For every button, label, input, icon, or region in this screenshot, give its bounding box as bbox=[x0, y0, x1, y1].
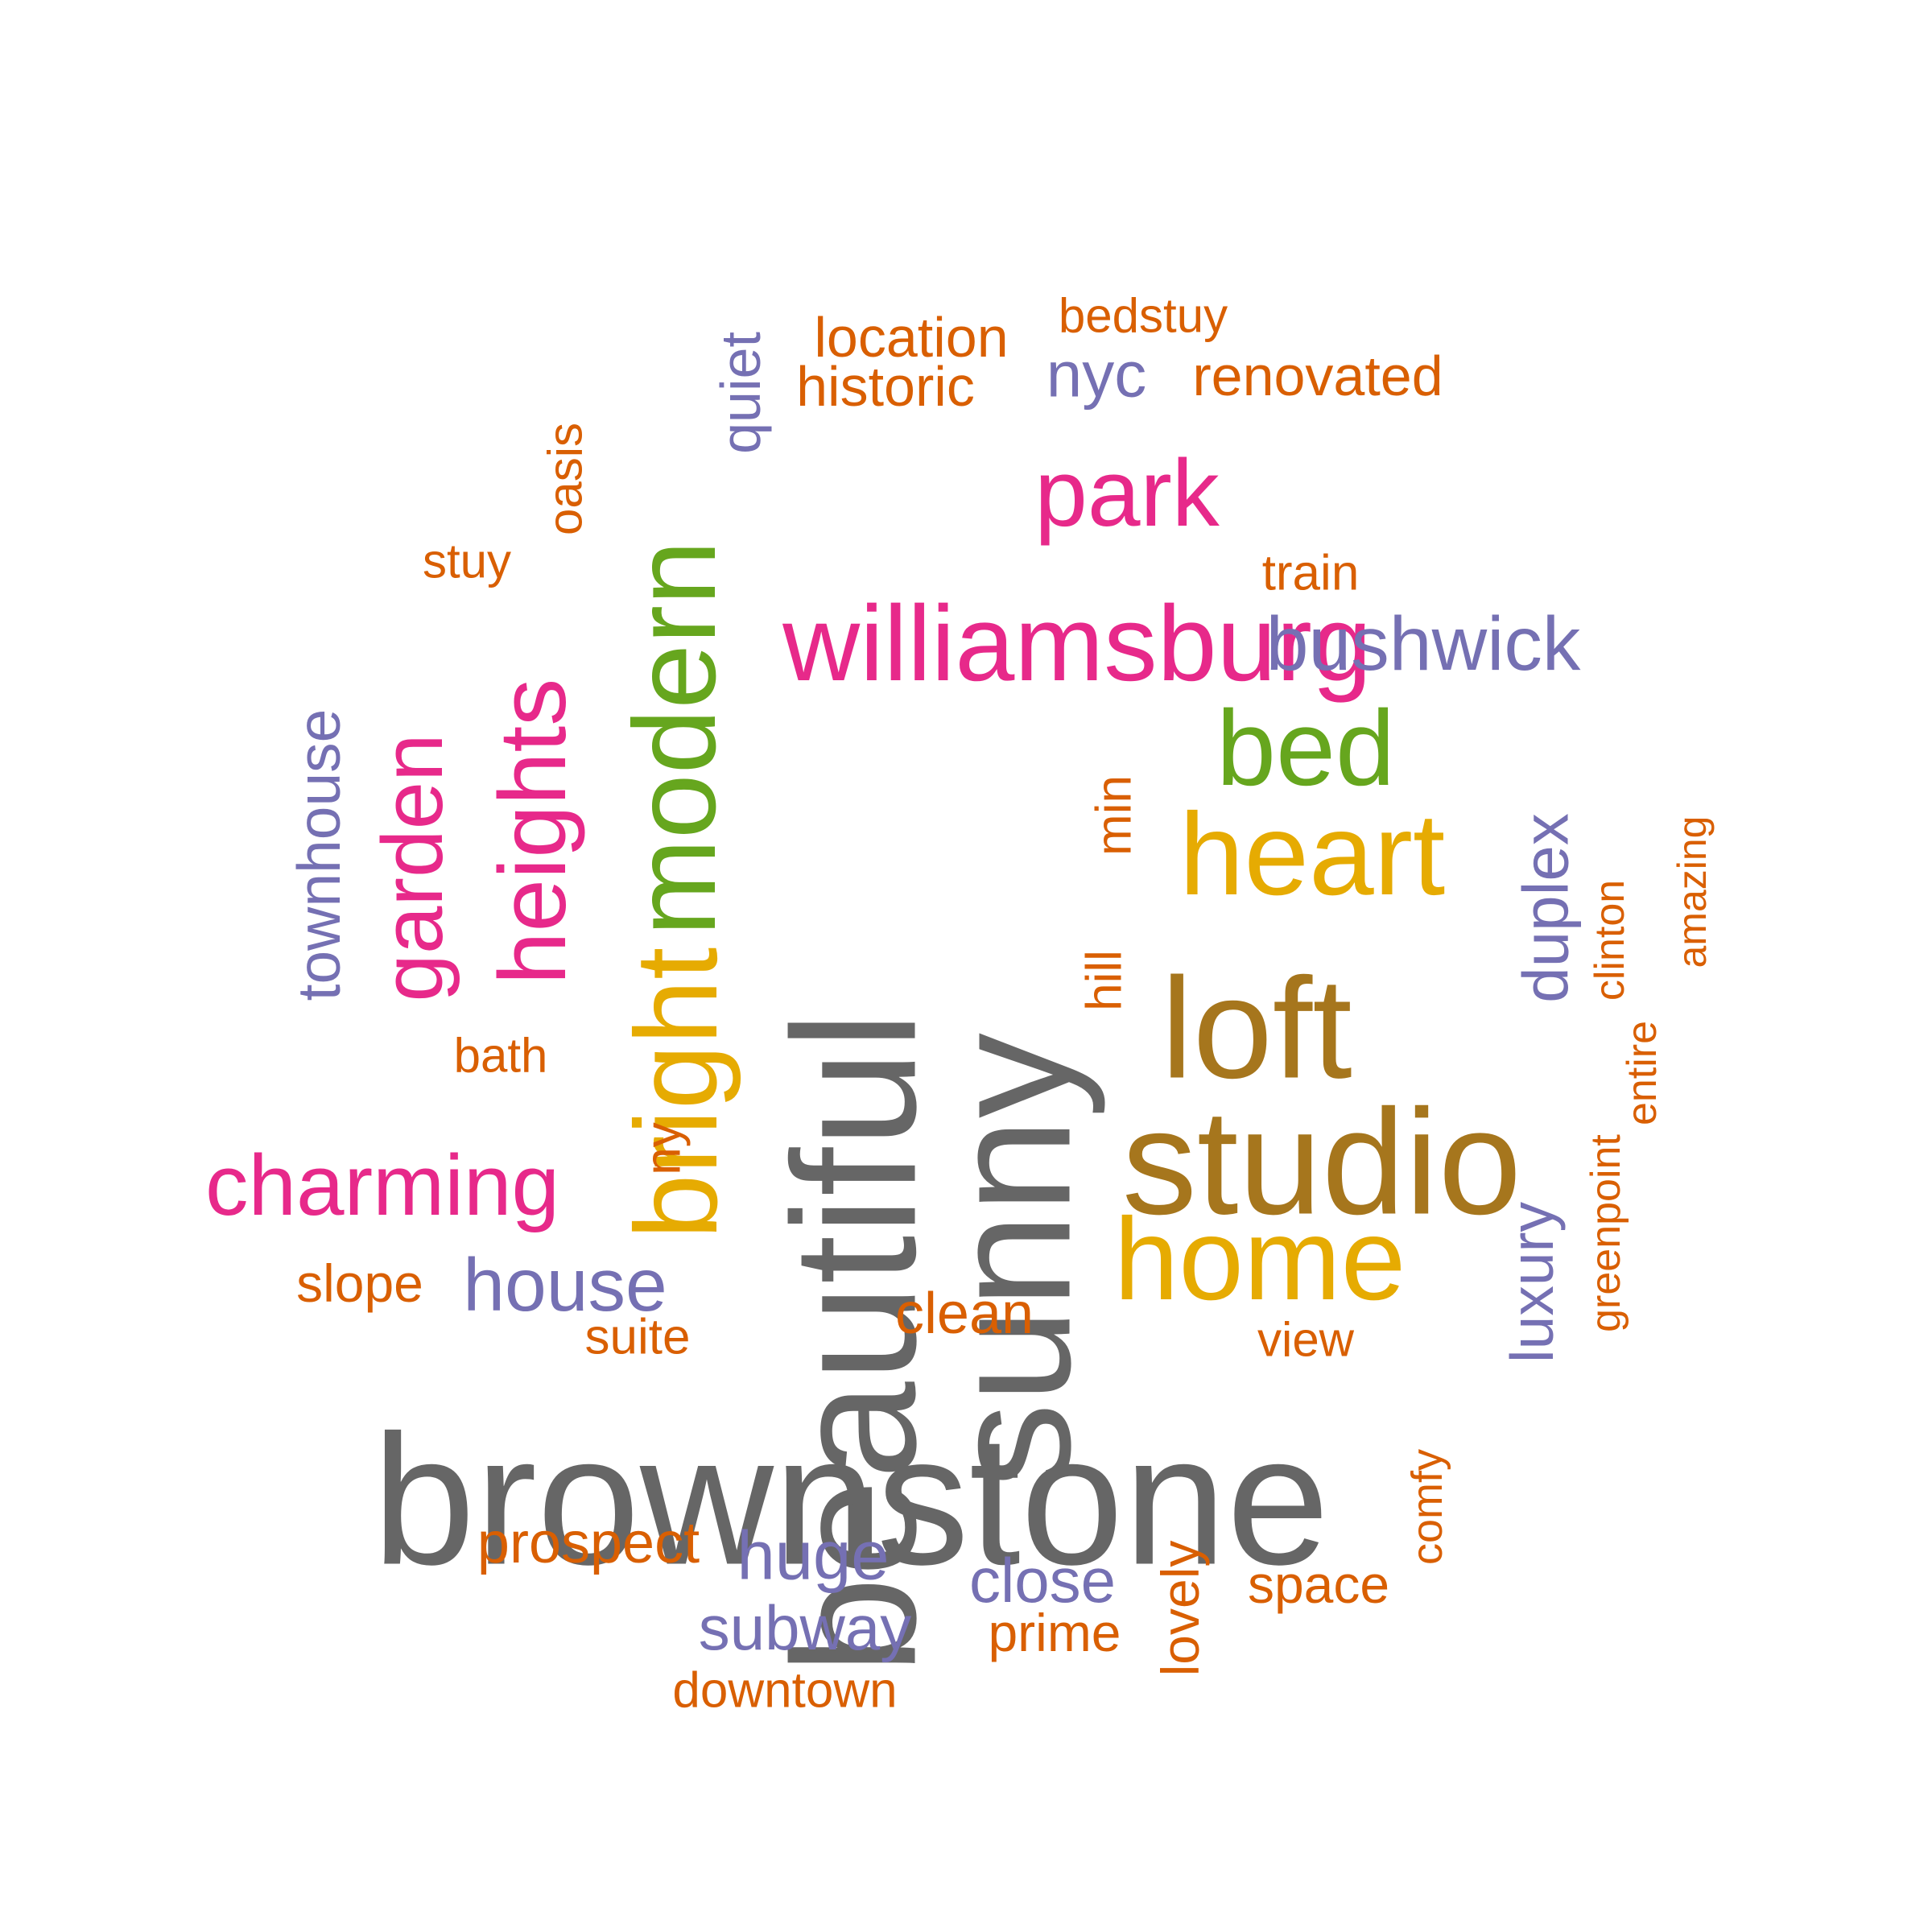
word-space: space bbox=[1248, 1554, 1389, 1614]
word-luxury: luxury bbox=[1498, 1201, 1566, 1363]
word-bedstuy: bedstuy bbox=[1059, 289, 1228, 343]
word-clinton: clinton bbox=[1587, 880, 1633, 1001]
word-view: view bbox=[1257, 1313, 1355, 1367]
word-entire: entire bbox=[1619, 1021, 1666, 1125]
word-stuy: stuy bbox=[423, 535, 511, 588]
word-downtown: downtown bbox=[672, 1663, 897, 1719]
word-train: train bbox=[1262, 546, 1360, 601]
word-close: close bbox=[969, 1545, 1116, 1616]
word-williamsburg: williamsburg bbox=[782, 584, 1372, 704]
word-heights: heights bbox=[480, 679, 586, 985]
word-prime: prime bbox=[988, 1603, 1121, 1662]
word-brownstone: brownstone bbox=[372, 1397, 1329, 1604]
word-studio: studio bbox=[1122, 1080, 1521, 1246]
word-huge: huge bbox=[737, 1518, 889, 1595]
word-ny: ny bbox=[636, 1122, 691, 1174]
word-bright: bright bbox=[611, 947, 741, 1240]
word-greenpoint: greenpoint bbox=[1583, 1134, 1629, 1332]
word-quiet: quiet bbox=[709, 332, 772, 454]
word-loft: loft bbox=[1161, 948, 1352, 1108]
word-min: min bbox=[1087, 775, 1142, 856]
word-home: home bbox=[1114, 1194, 1406, 1324]
word-bath: bath bbox=[454, 1029, 548, 1083]
word-sunny: sunny bbox=[915, 1033, 1106, 1488]
word-duplex: duplex bbox=[1510, 813, 1582, 1003]
word-subway: subway bbox=[699, 1592, 911, 1663]
word-house: house bbox=[463, 1243, 667, 1327]
word-clean: clean bbox=[895, 1282, 1034, 1346]
word-amazing: amazing bbox=[1670, 816, 1715, 968]
word-park: park bbox=[1034, 440, 1220, 547]
word-charming: charming bbox=[205, 1137, 559, 1233]
word-slope: slope bbox=[296, 1253, 423, 1313]
word-heart: heart bbox=[1179, 789, 1446, 919]
word-townhouse: townhouse bbox=[285, 709, 353, 1001]
word-garden: garden bbox=[364, 733, 460, 1001]
word-lovely: lovely bbox=[1150, 1541, 1210, 1677]
word-renovated: renovated bbox=[1192, 345, 1443, 407]
word-historic: historic bbox=[796, 355, 975, 418]
word-modern: modern bbox=[609, 540, 740, 936]
word-suite: suite bbox=[585, 1310, 691, 1365]
word-bed: bed bbox=[1216, 689, 1395, 808]
word-location: location bbox=[814, 306, 1008, 369]
word-prospect: prospect bbox=[477, 1511, 700, 1575]
word-hill: hill bbox=[1077, 950, 1133, 1011]
word-beautiful: beautiful bbox=[758, 1011, 953, 1674]
word-oasis: oasis bbox=[539, 423, 592, 535]
word-bushwick: bushwick bbox=[1266, 601, 1581, 687]
word-comfy: comfy bbox=[1403, 1449, 1451, 1565]
word-nyc: nyc bbox=[1046, 339, 1147, 411]
